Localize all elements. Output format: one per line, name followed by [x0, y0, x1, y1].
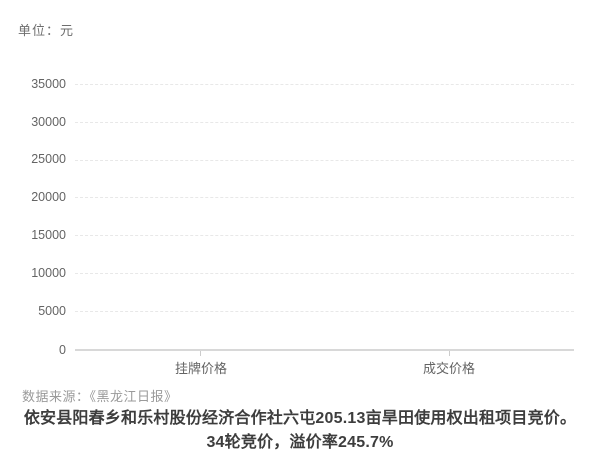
x-axis-tick [200, 351, 201, 356]
gridline [75, 235, 574, 236]
gridline [75, 160, 574, 161]
x-axis-category-label: 挂牌价格 [174, 361, 228, 376]
x-axis-tick [449, 351, 450, 356]
y-axis-tick-label: 5000 [38, 304, 66, 318]
y-axis-tick-label: 0 [59, 343, 66, 357]
gridline [75, 273, 574, 274]
y-axis-tick-label: 20000 [31, 190, 66, 204]
headline: 依安县阳春乡和乐村股份经济合作社六屯205.13亩旱田使用权出租项目竞价。 34… [10, 407, 590, 455]
headline-line-2: 34轮竞价，溢价率245.7% [206, 434, 394, 451]
gridline [75, 197, 574, 198]
x-axis-category-label: 成交价格 [422, 361, 476, 376]
y-axis-tick-label: 25000 [31, 152, 66, 166]
headline-line-1: 依安县阳春乡和乐村股份经济合作社六屯205.13亩旱田使用权出租项目竞价。 [23, 410, 577, 427]
data-source-label: 数据来源：《黑龙江日报》 [22, 389, 178, 404]
y-axis-tick-label: 35000 [31, 77, 66, 91]
gridline [75, 311, 574, 312]
unit-label: 单位：元 [18, 23, 75, 38]
y-axis-tick-label: 30000 [31, 115, 66, 129]
x-axis-line [75, 349, 574, 351]
gridline [75, 122, 574, 123]
y-axis-tick-label: 10000 [31, 266, 66, 280]
bar-chart: 35000 30000 25000 20000 15000 10000 5000… [31, 77, 574, 376]
y-axis-tick-label: 15000 [31, 228, 66, 242]
gridline [75, 84, 574, 85]
